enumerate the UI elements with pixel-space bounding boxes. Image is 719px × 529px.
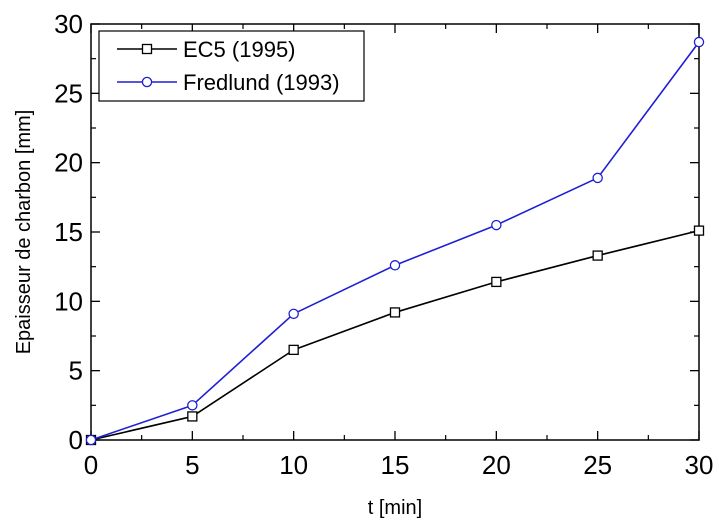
x-axis-title: t [min] (368, 497, 422, 519)
x-tick-label: 20 (482, 450, 511, 480)
data-point-ec5 (187, 411, 198, 422)
data-point-ec5 (389, 307, 401, 318)
x-tick-label: 5 (185, 450, 199, 480)
data-point-fredlund (693, 36, 705, 48)
y-tick-label: 30 (54, 9, 83, 39)
data-point-fredlund (389, 260, 401, 271)
legend-marker-fredlund (141, 76, 153, 88)
y-tick-label: 5 (69, 356, 83, 386)
series-line-fredlund (90, 41, 700, 441)
data-point-fredlund (187, 400, 198, 411)
series-layer (85, 36, 705, 446)
y-tick-label: 25 (54, 78, 83, 108)
data-point-ec5 (693, 225, 705, 236)
x-tick-label: 30 (685, 450, 714, 480)
x-tick-label: 10 (279, 450, 308, 480)
legend-label-ec5: EC5 (1995) (183, 37, 296, 62)
legend: EC5 (1995) Fredlund (1993) (98, 30, 365, 102)
legend-box (98, 30, 365, 102)
legend-marker-ec5 (141, 43, 153, 55)
y-axis-title: Epaisseur de charbon [mm] (13, 110, 35, 355)
y-tick-label: 10 (54, 286, 83, 316)
y-tick-label: 15 (54, 217, 83, 247)
data-point-ec5 (592, 250, 603, 261)
x-tick-label: 25 (583, 450, 612, 480)
data-point-ec5 (491, 276, 502, 288)
data-point-ec5 (288, 344, 299, 356)
data-point-fredlund (491, 219, 502, 231)
x-tick-label: 0 (84, 450, 98, 480)
data-point-fredlund (592, 172, 603, 184)
x-tick-label: 15 (381, 450, 410, 480)
y-tick-label: 20 (54, 148, 83, 178)
x-tick-labels: 0 5 10 15 20 25 30 (84, 450, 714, 480)
data-point-fredlund (85, 434, 97, 446)
data-point-fredlund (288, 308, 299, 320)
y-tick-label: 0 (69, 425, 83, 455)
y-tick-labels: 0 5 10 15 20 25 30 (54, 9, 83, 455)
legend-label-fredlund: Fredlund (1993) (183, 70, 340, 95)
